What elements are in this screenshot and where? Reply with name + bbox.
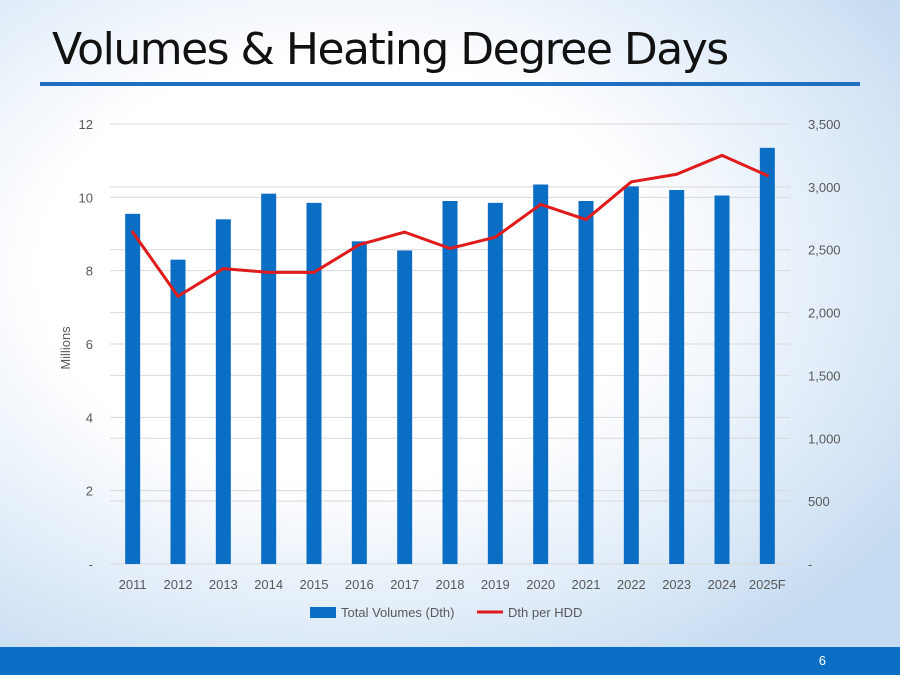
x-tick-label: 2020: [526, 577, 555, 592]
x-tick-label: 2025F: [749, 577, 786, 592]
x-tick-label: 2022: [617, 577, 646, 592]
y-tick-label: 2: [86, 484, 93, 499]
x-tick-label: 2017: [390, 577, 419, 592]
y2-tick-label: 2,500: [808, 243, 841, 258]
volume-bar: [351, 241, 367, 565]
hdd-point: [131, 230, 135, 234]
y-tick-label: 12: [79, 117, 93, 132]
volume-bar: [215, 219, 231, 565]
y-tick-label: -: [89, 557, 93, 572]
hdd-point: [357, 243, 361, 247]
volume-bar: [125, 213, 141, 565]
title-underline: [40, 82, 860, 86]
volume-bar: [578, 201, 594, 564]
hdd-point: [176, 294, 180, 298]
combo-chart: - 2 4 6 8 10 12 - 500 1,000 1,500 2,000 2,500 3,000 3…: [58, 117, 841, 620]
volume-bar: [533, 184, 549, 564]
volume-bar: [623, 186, 639, 565]
x-tick-label: 2021: [572, 577, 601, 592]
category-axis-ticks: 2011 2012 2013 2014 2015 2016 2017 2018 2019 2020…: [119, 577, 786, 592]
y2-tick-label: 3,000: [808, 180, 841, 195]
y-tick-label: 6: [86, 337, 93, 352]
volume-bars: [125, 147, 775, 565]
volume-bar: [261, 193, 277, 564]
volume-bar: [170, 259, 186, 564]
hdd-point: [267, 270, 271, 274]
y-axis-label: Millions: [58, 326, 73, 370]
volume-bar: [306, 202, 322, 565]
hdd-point: [765, 174, 769, 178]
hdd-point: [403, 230, 407, 234]
volume-bar: [442, 201, 458, 564]
x-tick-label: 2019: [481, 577, 510, 592]
x-tick-label: 2016: [345, 577, 374, 592]
x-tick-label: 2018: [436, 577, 465, 592]
hdd-point: [448, 246, 452, 250]
volume-bar: [487, 202, 503, 565]
legend-swatch-volumes: [310, 607, 336, 618]
hdd-point: [539, 202, 543, 206]
y2-tick-label: 500: [808, 494, 830, 509]
volume-bar: [397, 250, 413, 564]
hdd-line: [131, 153, 769, 298]
y2-tick-label: 2,000: [808, 306, 841, 321]
x-tick-label: 2015: [300, 577, 329, 592]
x-tick-label: 2014: [254, 577, 283, 592]
hdd-point: [493, 235, 497, 239]
legend-label-volumes: Total Volumes (Dth): [341, 605, 454, 620]
x-tick-label: 2011: [119, 577, 147, 592]
x-tick-label: 2024: [708, 577, 737, 592]
hdd-point: [312, 270, 316, 274]
hdd-point: [720, 153, 724, 157]
volume-bar: [669, 190, 685, 564]
slide-title: Volumes & Heating Degree Days: [52, 24, 729, 75]
x-tick-label: 2013: [209, 577, 238, 592]
x-tick-label: 2023: [662, 577, 691, 592]
y-tick-label: 10: [79, 190, 93, 205]
page-number: 6: [818, 653, 826, 668]
y2-tick-label: 1,000: [808, 431, 841, 446]
volume-bar: [714, 195, 730, 564]
footer-bar: 6: [0, 647, 900, 675]
y-tick-label: 4: [86, 410, 93, 425]
hdd-point: [221, 267, 225, 271]
hdd-point: [584, 218, 588, 222]
legend-label-hdd: Dth per HDD: [508, 605, 582, 620]
volume-bar: [759, 147, 775, 565]
x-tick-label: 2012: [164, 577, 193, 592]
y2-tick-label: 1,500: [808, 368, 841, 383]
right-axis-ticks: - 500 1,000 1,500 2,000 2,500 3,000 3,500: [808, 117, 841, 572]
y-tick-label: 8: [86, 264, 93, 279]
left-axis-ticks: - 2 4 6 8 10 12: [79, 117, 93, 572]
hdd-point: [675, 172, 679, 176]
y2-tick-label: 3,500: [808, 117, 841, 132]
chart-legend: Total Volumes (Dth) Dth per HDD: [310, 605, 582, 620]
hdd-point: [629, 180, 633, 184]
y2-tick-label: -: [808, 557, 812, 572]
